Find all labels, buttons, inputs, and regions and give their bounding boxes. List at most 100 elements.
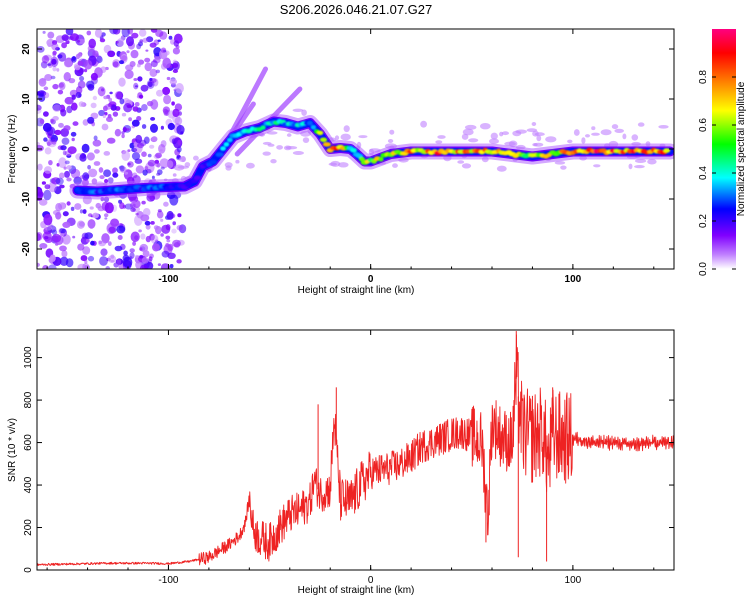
colorbar-tick-label: 0.0 [698, 262, 709, 276]
noise-speckle [343, 125, 350, 133]
noise-speckle [121, 112, 127, 117]
noise-speckle [112, 167, 118, 174]
noise-speckle [101, 32, 106, 37]
noise-speckle [97, 86, 106, 97]
ridge-blob [220, 146, 226, 151]
noise-speckle [462, 128, 474, 136]
ridge-blob [196, 168, 204, 173]
noise-speckle [150, 60, 158, 68]
noise-speckle [110, 104, 117, 111]
noise-speckle [37, 145, 44, 152]
noise-speckle [71, 137, 75, 142]
colorbar-tick-label: 0.4 [698, 166, 709, 180]
noise-speckle [634, 165, 645, 169]
noise-speckle [139, 94, 144, 99]
noise-speckle [61, 250, 68, 258]
noise-speckle [62, 150, 67, 156]
noise-speckle [591, 126, 596, 131]
spectrogram-y-tick-label: 20 [21, 43, 32, 55]
noise-speckle [122, 127, 127, 133]
noise-speckle [154, 159, 160, 164]
noise-speckle [534, 132, 545, 137]
noise-speckle [78, 101, 85, 107]
noise-speckle [155, 69, 160, 74]
noise-speckle [176, 225, 183, 231]
noise-speckle [43, 189, 52, 201]
noise-speckle [147, 81, 153, 88]
noise-speckle [99, 175, 105, 180]
noise-speckle [44, 147, 52, 155]
noise-speckle [110, 218, 120, 227]
noise-speckle [166, 210, 174, 220]
noise-speckle [105, 266, 110, 269]
noise-speckle [84, 232, 93, 240]
noise-speckle [132, 241, 137, 246]
noise-speckle [135, 165, 145, 174]
noise-speckle [107, 50, 116, 58]
noise-speckle [47, 142, 51, 147]
noise-speckle [81, 143, 90, 153]
noise-speckle [63, 72, 71, 82]
noise-speckle [141, 124, 147, 129]
noise-speckle [140, 233, 146, 240]
noise-speckle [90, 102, 97, 109]
noise-speckle [162, 106, 171, 114]
noise-speckle [84, 174, 90, 180]
noise-speckle [49, 254, 56, 262]
noise-speckle [59, 256, 69, 266]
noise-speckle [78, 221, 86, 227]
noise-speckle [150, 123, 158, 133]
noise-speckle [52, 83, 59, 90]
noise-speckle [328, 162, 337, 166]
noise-speckle [130, 49, 139, 59]
noise-speckle [88, 168, 98, 178]
noise-speckle [457, 160, 465, 164]
snr-x-tick-label: -100 [158, 575, 178, 586]
noise-speckle [461, 133, 469, 140]
noise-speckle [162, 86, 171, 96]
noise-speckle [61, 137, 70, 145]
noise-speckle [104, 179, 109, 183]
noise-speckle [106, 137, 116, 144]
noise-speckle [160, 218, 164, 222]
noise-speckle [163, 201, 169, 207]
noise-speckle [118, 77, 126, 87]
noise-speckle [156, 172, 161, 176]
colorbar-gradient [712, 29, 736, 269]
noise-speckle [59, 184, 65, 189]
noise-speckle [70, 56, 77, 63]
noise-speckle [77, 243, 85, 251]
noise-speckle [129, 61, 136, 67]
noise-speckle [176, 124, 185, 135]
noise-speckle [611, 124, 619, 130]
noise-speckle [420, 120, 427, 128]
noise-speckle [69, 33, 79, 41]
noise-speckle [59, 172, 65, 179]
noise-speckle [135, 212, 139, 216]
noise-speckle [155, 29, 164, 37]
noise-speckle [60, 145, 67, 151]
noise-speckle [37, 104, 42, 111]
noise-speckle [99, 38, 106, 43]
noise-speckle [140, 214, 150, 222]
noise-speckle [131, 32, 139, 39]
noise-speckle [61, 34, 69, 41]
noise-speckle [270, 159, 277, 164]
noise-speckle [92, 50, 99, 58]
noise-speckle [63, 59, 73, 68]
noise-speckle [628, 163, 633, 170]
noise-speckle [47, 225, 57, 233]
noise-speckle [150, 221, 155, 225]
noise-speckle [77, 53, 82, 58]
noise-speckle [149, 68, 158, 77]
noise-speckle [100, 248, 108, 256]
noise-speckle [60, 233, 64, 237]
spectrogram-x-tick-label: 100 [565, 274, 582, 285]
noise-speckle [166, 76, 171, 81]
noise-speckle [437, 135, 446, 139]
noise-speckle [165, 235, 171, 240]
noise-speckle [37, 163, 43, 171]
noise-speckle [63, 166, 67, 170]
noise-speckle [92, 95, 98, 101]
